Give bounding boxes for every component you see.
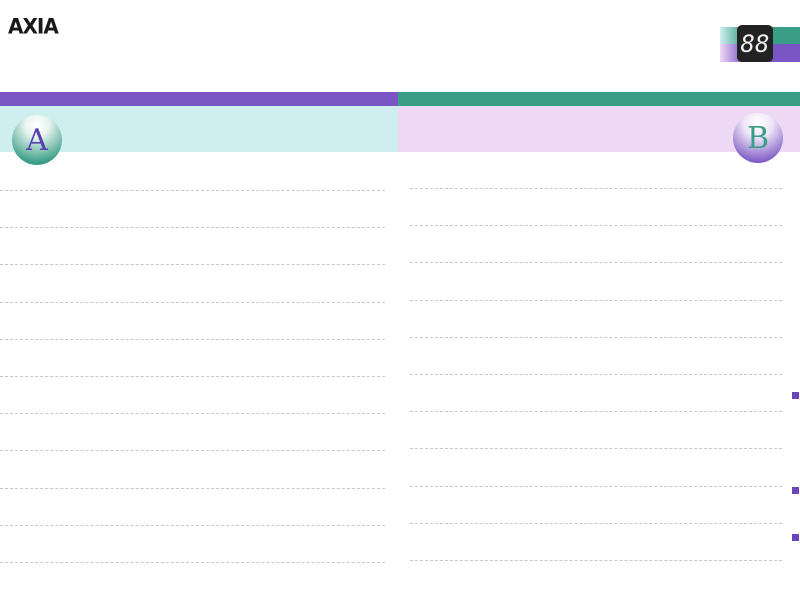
edge-mark (792, 534, 799, 541)
side-a-track-line[interactable] (0, 562, 385, 563)
edge-mark (792, 392, 799, 399)
edge-mark (792, 487, 799, 494)
side-a-track-line[interactable] (0, 190, 385, 191)
axia-logo: AXIA (8, 13, 59, 39)
side-a-color-bar (0, 92, 398, 106)
tape-counter-display: 88 (737, 25, 773, 62)
side-b-track-line[interactable] (410, 336, 782, 338)
side-a-track-line[interactable] (0, 338, 385, 340)
side-a-track-line[interactable] (0, 301, 385, 303)
side-a-track-line[interactable] (0, 376, 385, 377)
side-b-track-line[interactable] (410, 374, 782, 375)
side-a-track-line[interactable] (0, 487, 385, 489)
side-b-track-line[interactable] (410, 299, 782, 301)
side-b-badge: B (733, 113, 783, 163)
side-a-band (0, 106, 398, 152)
side-b-track-line[interactable] (410, 262, 782, 264)
side-b-track-line[interactable] (410, 188, 782, 189)
side-b-color-bar (398, 92, 800, 106)
side-a-track-line[interactable] (0, 227, 385, 229)
side-a-track-line[interactable] (0, 450, 385, 452)
side-b-track-line[interactable] (410, 225, 782, 227)
side-b-track-line[interactable] (410, 485, 782, 487)
side-b-track-line[interactable] (410, 448, 782, 450)
side-a-track-line[interactable] (0, 524, 385, 526)
side-a-track-line[interactable] (0, 413, 385, 415)
side-a-track-line[interactable] (0, 264, 385, 266)
side-b-track-line[interactable] (410, 411, 782, 413)
side-a-badge: A (12, 115, 62, 165)
side-b-track-line[interactable] (410, 522, 782, 524)
side-b-track-line[interactable] (410, 560, 782, 561)
